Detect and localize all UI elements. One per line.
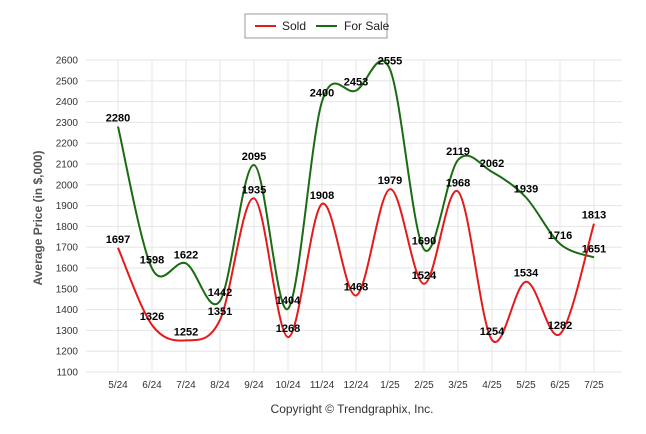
x-tick-label: 12/24 [343,380,368,391]
x-tick-label: 10/24 [275,380,300,391]
data-label-for-sale: 1716 [548,230,572,242]
series-line-sold [117,188,595,344]
y-axis-ticks: 1100 1200 1300 1400 1500 1600 1700 1800 1900 2000… [56,56,79,379]
series-lines [117,59,595,344]
data-label-sold: 1813 [582,210,606,222]
data-label-sold: 1252 [174,326,198,338]
data-label-sold: 1935 [242,184,266,196]
x-axis-ticks: 5/24 6/24 7/24 8/24 9/24 10/24 11/24 12/24 1/25 2… [108,380,604,391]
x-tick-label: 8/24 [210,380,230,391]
y-tick-label: 2500 [56,76,79,87]
data-label-sold: 1268 [276,323,300,335]
data-label-sold: 1534 [514,268,539,280]
legend-label-for-sale: For Sale [344,19,390,33]
data-label-for-sale: 1651 [582,243,606,255]
legend: Sold For Sale [244,13,390,39]
y-tick-label: 1300 [56,326,79,337]
copyright-text: Copyright © Trendgraphix, Inc. [271,402,434,416]
legend-label-sold: Sold [282,19,306,33]
y-axis-label: Average Price (in $,000) [31,151,45,286]
data-label-for-sale: 1442 [208,287,232,299]
data-label-sold: 1326 [140,311,164,323]
y-tick-label: 2400 [56,97,79,108]
y-tick-label: 1100 [56,368,78,379]
x-tick-label: 5/25 [516,380,536,391]
data-label-sold: 1468 [344,281,368,293]
x-tick-label: 6/25 [550,380,570,391]
data-label-sold: 1282 [548,320,572,332]
x-tick-label: 3/25 [448,380,468,391]
x-tick-label: 5/24 [108,380,128,391]
data-label-for-sale: 1690 [412,235,436,247]
x-tick-label: 7/24 [176,380,196,391]
y-tick-label: 2600 [56,56,79,67]
x-tick-label: 11/24 [310,380,335,391]
y-tick-label: 1600 [56,264,79,275]
y-tick-label: 2200 [56,139,79,150]
y-tick-label: 2300 [56,118,79,129]
x-tick-label: 6/24 [142,380,162,391]
data-label-sold: 1968 [446,177,470,189]
data-label-for-sale: 2062 [480,158,504,170]
y-tick-label: 1400 [56,305,79,316]
y-tick-label: 2000 [56,180,79,191]
data-labels: 1697 1326 1252 1351 1935 1268 1908 1468 1979 1524… [106,55,606,338]
data-label-sold: 1524 [412,270,437,282]
data-label-for-sale: 2119 [446,146,470,158]
x-tick-label: 2/25 [414,380,434,391]
data-label-for-sale: 1598 [140,254,164,266]
x-tick-label: 1/25 [380,380,400,391]
y-tick-label: 1800 [56,222,79,233]
y-tick-label: 1900 [56,201,79,212]
data-label-sold: 1908 [310,190,334,202]
data-label-for-sale: 2453 [344,77,368,89]
data-label-for-sale: 1404 [276,295,301,307]
data-label-sold: 1979 [378,175,402,187]
data-label-for-sale: 1939 [514,183,538,195]
data-label-for-sale: 2280 [106,113,130,125]
data-label-sold: 1351 [208,306,232,318]
series-line-for-sale [117,59,595,310]
y-tick-label: 1500 [56,284,79,295]
grid-lines [86,59,622,373]
x-tick-label: 4/25 [482,380,502,391]
data-label-for-sale: 1622 [174,249,198,261]
data-label-for-sale: 2555 [378,55,402,67]
x-tick-label: 9/24 [244,380,264,391]
y-tick-label: 2100 [56,160,79,171]
data-label-for-sale: 2095 [242,151,266,163]
data-label-for-sale: 2400 [310,88,334,100]
y-tick-label: 1700 [56,243,79,254]
data-label-sold: 1254 [480,326,505,338]
x-tick-label: 7/25 [584,380,604,391]
y-tick-label: 1200 [56,347,79,358]
data-label-sold: 1697 [106,234,130,246]
